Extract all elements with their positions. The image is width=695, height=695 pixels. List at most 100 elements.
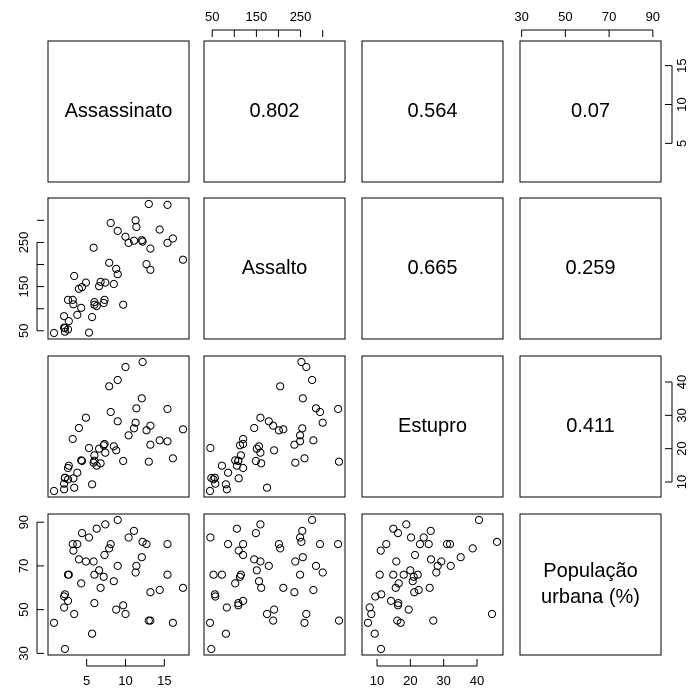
- data-point-r2-c1: [318, 418, 327, 427]
- data-point-r3-c2: [394, 579, 403, 588]
- data-point-r3-c1: [231, 579, 240, 588]
- data-point-r3-c2: [468, 544, 477, 553]
- data-point-r2-c1: [302, 362, 311, 372]
- data-point-r3-c0: [112, 605, 121, 614]
- data-point-r3-c0: [121, 609, 130, 619]
- left-tick-label: 70: [16, 559, 31, 573]
- data-point-r3-c1: [206, 533, 215, 542]
- data-point-r3-c2: [367, 609, 376, 619]
- data-point-r3-c1: [217, 570, 226, 579]
- data-point-r2-c1: [262, 483, 272, 492]
- data-point-r1-c0: [105, 258, 114, 267]
- data-point-r2-c1: [279, 425, 288, 434]
- top-tick-label: 50: [558, 9, 572, 24]
- data-point-r3-c1: [276, 544, 285, 553]
- data-point-r3-c2: [402, 520, 411, 529]
- diagonal-label: Estupro: [398, 415, 467, 437]
- data-point-r2-c1: [210, 473, 219, 482]
- data-point-r3-c1: [251, 529, 260, 538]
- data-point-r1-c0: [106, 218, 115, 228]
- data-point-r2-c0: [113, 417, 122, 426]
- top-tick-label: 90: [646, 9, 660, 24]
- data-point-r3-c0: [163, 540, 172, 549]
- data-point-r1-c0: [142, 260, 151, 269]
- data-point-r3-c1: [224, 540, 233, 549]
- data-point-r1-c0: [163, 238, 172, 247]
- data-point-r3-c0: [70, 609, 79, 619]
- data-point-r2-c0: [49, 486, 59, 496]
- data-point-r2-c0: [95, 444, 104, 453]
- data-point-r1-c0: [101, 278, 110, 287]
- data-point-r2-c0: [64, 461, 73, 470]
- data-point-r2-c1: [309, 436, 318, 445]
- data-point-r2-c0: [70, 483, 79, 492]
- data-point-r2-c0: [146, 421, 155, 430]
- data-point-r3-c2: [382, 540, 391, 549]
- data-point-r3-c2: [445, 540, 455, 549]
- data-point-r1-c0: [64, 317, 73, 326]
- data-point-r3-c0: [137, 553, 146, 562]
- right-tick-label: 15: [674, 58, 689, 72]
- data-point-r1-c0: [163, 200, 172, 209]
- data-point-r3-c0: [63, 570, 73, 579]
- data-point-r2-c1: [205, 486, 215, 496]
- data-point-r3-c1: [205, 618, 215, 627]
- data-point-r3-c1: [291, 557, 300, 566]
- data-point-r2-c0: [132, 404, 141, 413]
- data-point-r3-c1: [274, 540, 283, 549]
- data-point-r3-c2: [487, 609, 497, 619]
- data-point-r2-c0: [77, 456, 87, 466]
- data-point-r3-c1: [290, 588, 299, 597]
- data-point-r3-c2: [386, 596, 396, 606]
- right-tick-label: 30: [674, 408, 689, 422]
- data-point-r2-c1: [254, 442, 264, 451]
- data-point-r1-c0: [81, 278, 91, 287]
- data-point-r2-c0: [112, 446, 121, 455]
- data-point-r2-c1: [334, 457, 344, 466]
- panel-frame-r3-c3: [519, 513, 662, 656]
- data-point-r3-c0: [146, 616, 155, 625]
- data-point-r3-c2: [424, 540, 433, 549]
- data-point-r1-c0: [89, 243, 98, 252]
- panel-frame-r0-c3: [519, 40, 662, 183]
- data-point-r2-c1: [222, 485, 231, 494]
- data-point-r2-c1: [217, 461, 226, 470]
- data-point-r2-c1: [232, 461, 241, 470]
- data-point-r3-c2: [393, 616, 402, 625]
- data-point-r3-c0: [129, 526, 139, 536]
- data-point-r2-c0: [131, 418, 140, 427]
- data-point-r2-c1: [296, 437, 305, 446]
- data-point-r3-c1: [236, 570, 245, 579]
- data-point-r3-c0: [73, 540, 82, 549]
- data-point-r3-c1: [232, 524, 241, 533]
- data-point-r3-c1: [311, 561, 321, 571]
- left-tick-label: 50: [16, 324, 31, 338]
- data-point-r2-c1: [252, 444, 261, 453]
- data-point-r2-c0: [138, 357, 147, 367]
- panel-frame-r0-c0: [47, 40, 190, 183]
- data-point-r3-c1: [334, 616, 344, 625]
- data-point-r3-c2: [393, 529, 403, 538]
- data-point-r2-c1: [239, 434, 248, 444]
- data-point-r1-c0: [92, 302, 101, 311]
- data-point-r1-c0: [178, 255, 188, 264]
- data-point-r2-c1: [334, 404, 343, 414]
- data-point-r3-c2: [370, 629, 379, 638]
- data-point-r2-c1: [234, 456, 243, 465]
- panel-frame-r2-c0: [47, 355, 190, 498]
- data-point-r3-c1: [300, 618, 309, 627]
- data-point-r3-c1: [252, 566, 261, 575]
- data-point-r1-c0: [109, 279, 118, 289]
- panel-frame-r3-c2: [361, 513, 504, 656]
- data-point-r2-c0: [63, 475, 73, 484]
- data-point-r1-c0: [60, 323, 69, 332]
- data-point-r3-c0: [142, 540, 151, 549]
- data-point-r3-c2: [410, 588, 419, 597]
- bottom-tick-label: 40: [470, 673, 484, 688]
- data-point-r3-c2: [376, 644, 386, 654]
- panel-frame-r3-c1: [203, 513, 346, 656]
- data-point-r3-c0: [60, 644, 70, 654]
- bottom-tick-label: 10: [118, 673, 132, 688]
- data-point-r3-c1: [270, 605, 279, 614]
- data-point-r3-c1: [207, 644, 216, 654]
